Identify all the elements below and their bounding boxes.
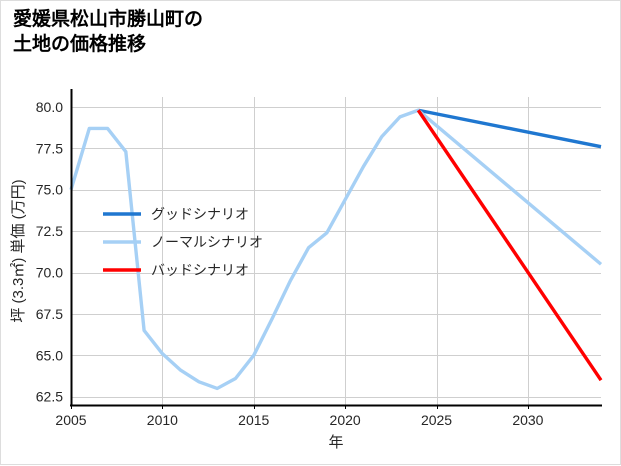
series-line-good — [417, 108, 602, 149]
y-tick-label: 70.0 — [36, 265, 63, 281]
gridlines-group — [71, 97, 601, 405]
legend-label-0: グッドシナリオ — [151, 206, 249, 222]
x-tick-label: 2030 — [512, 412, 543, 428]
axis-tick-labels: 62.5 65.0 67.5 70.0 72.5 75.0 77.5 80.0 2005 2010… — [36, 99, 544, 428]
x-tick-label: 2010 — [147, 412, 178, 428]
x-tick-label: 2015 — [238, 412, 269, 428]
x-tick-label: 2020 — [330, 412, 361, 428]
y-tick-label: 62.5 — [36, 389, 63, 405]
y-tick-label: 77.5 — [36, 140, 63, 156]
y-tick-label: 72.5 — [36, 223, 63, 239]
axis-ticks — [70, 405, 530, 409]
y-tick-label: 75.0 — [36, 182, 63, 198]
x-tick-label: 2025 — [421, 412, 452, 428]
legend-label-1: ノーマルシナリオ — [151, 234, 263, 250]
axis-titles: 年 坪 (3.3㎡) 単価 (万円) — [10, 179, 344, 451]
legend-label-2: バッドシナリオ — [151, 262, 249, 278]
x-tick-label: 2005 — [55, 412, 86, 428]
series-line-bad — [416, 109, 603, 382]
y-tick-label: 80.0 — [36, 99, 63, 115]
chart-title: 愛媛県松山市勝山町の 土地の価格推移 — [13, 9, 204, 56]
y-tick-label: 65.0 — [36, 347, 63, 363]
series-line-normal — [69, 108, 603, 391]
axis-spines — [70, 89, 602, 407]
y-axis-title: 坪 (3.3㎡) 単価 (万円) — [10, 179, 27, 322]
series-group — [69, 108, 603, 391]
x-axis-title: 年 — [328, 434, 343, 451]
y-tick-label: 67.5 — [36, 306, 63, 322]
